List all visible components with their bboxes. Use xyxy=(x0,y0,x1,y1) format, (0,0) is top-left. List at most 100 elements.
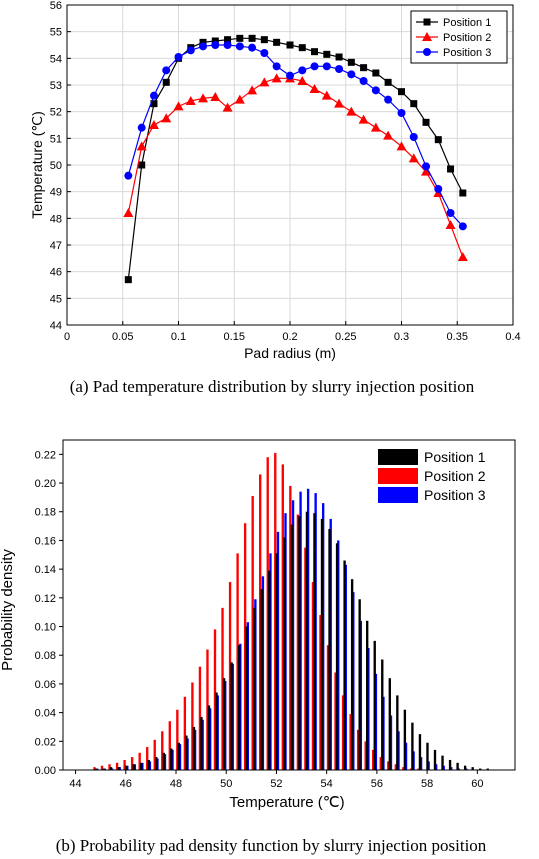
chart-b-bar xyxy=(411,722,414,770)
chart-b-bar xyxy=(115,762,119,770)
chart-b-y-tick-label: 0.02 xyxy=(35,736,56,748)
chart-a-data-point xyxy=(396,141,407,151)
chart-b-y-tick-label: 0.18 xyxy=(35,507,56,519)
chart-b-bar xyxy=(183,696,187,770)
chart-a-data-point xyxy=(346,106,357,116)
chart-b-x-tick-label: 52 xyxy=(270,778,282,790)
chart-b-bar xyxy=(366,620,369,770)
chart-b-bar xyxy=(266,457,269,770)
chart-b-probability-density: 44 46 48 50 52 54 56 58 60 0.00 0.02 0.04 0.06 0.08 0.… xyxy=(0,439,516,855)
chart-b-bar xyxy=(191,682,194,770)
chart-a-data-point xyxy=(410,100,418,108)
chart-b-bar xyxy=(290,524,294,770)
chart-a-y-tick-label: 51 xyxy=(50,133,62,145)
chart-a-data-point xyxy=(297,76,308,85)
chart-b-bar xyxy=(486,768,489,770)
chart-b-bar xyxy=(326,645,330,770)
chart-b-x-tick-label: 58 xyxy=(421,778,433,790)
chart-b-bar xyxy=(284,513,287,770)
chart-a-data-point xyxy=(271,73,282,83)
chart-a-data-point xyxy=(457,252,468,261)
chart-a-data-point xyxy=(272,62,281,71)
chart-a-legend-label: Position 2 xyxy=(443,32,491,44)
chart-a-temperature-vs-radius: 0 0.05 0.1 0.15 0.2 0.25 0.3 0.35 0.4 44 45 46 47 48 4… xyxy=(29,0,521,396)
chart-a-data-point xyxy=(173,101,184,111)
chart-b-plot-frame xyxy=(62,439,516,771)
chart-b-bar xyxy=(102,768,105,770)
chart-b-bar xyxy=(471,767,474,770)
chart-a-data-point xyxy=(124,276,132,284)
chart-b-bar xyxy=(168,721,171,770)
chart-b-y-tick-label: 0.14 xyxy=(35,564,56,576)
chart-b-bar xyxy=(283,537,286,770)
chart-b-y-tick-label: 0.08 xyxy=(35,650,56,662)
chart-a-data-point xyxy=(211,41,220,49)
chart-a-data-point xyxy=(458,222,467,231)
chart-b-bar xyxy=(153,739,156,770)
chart-b-bar xyxy=(251,495,254,770)
chart-b-bar xyxy=(206,649,209,770)
chart-a-y-tick-label: 47 xyxy=(50,240,62,252)
chart-b-bar xyxy=(397,731,400,770)
chart-a-x-axis-label: Pad radius (m) xyxy=(244,345,336,361)
chart-b-bar xyxy=(163,754,167,770)
chart-a-data-point xyxy=(234,94,245,104)
chart-b-bar xyxy=(381,659,384,770)
chart-b-x-tick-label: 48 xyxy=(170,778,182,790)
chart-a-y-axis-label: Temperature (℃) xyxy=(29,111,45,219)
chart-a-data-point xyxy=(446,209,455,217)
chart-b-y-tick-label: 0.06 xyxy=(35,679,56,691)
chart-b-bar xyxy=(243,523,247,770)
chart-a-data-point xyxy=(148,120,159,129)
chart-a-y-tick-label: 56 xyxy=(50,0,62,12)
chart-b-bar xyxy=(298,516,301,770)
chart-a-data-point xyxy=(371,86,380,95)
chart-a-x-tick-label: 0.05 xyxy=(112,331,133,343)
chart-b-bar xyxy=(364,741,367,770)
chart-b-bar xyxy=(268,570,271,770)
chart-b-legend: Position 1 Position 2 Position 3 xyxy=(378,449,486,503)
chart-b-bar xyxy=(185,735,188,770)
chart-b-bar xyxy=(418,734,422,770)
chart-a-x-tick-label: 0.4 xyxy=(505,331,520,343)
chart-a-data-point xyxy=(447,165,455,173)
chart-b-bar xyxy=(373,640,376,770)
chart-a-data-point xyxy=(298,66,307,75)
chart-a-ticks: 0 0.05 0.1 0.15 0.2 0.25 0.3 0.35 0.4 44 45 46 47 48 4… xyxy=(50,0,521,343)
chart-b-bar xyxy=(319,615,322,770)
chart-b-bar xyxy=(442,765,445,770)
chart-b-bar xyxy=(433,749,437,770)
chart-b-bar xyxy=(281,464,284,770)
chart-b-bar xyxy=(289,485,292,770)
chart-b-bar xyxy=(394,764,397,770)
chart-b-bar xyxy=(457,768,460,770)
chart-a-data-point xyxy=(384,78,392,86)
chart-b-x-tick-label: 50 xyxy=(220,778,232,790)
chart-b-x-tick-label: 46 xyxy=(120,778,132,790)
chart-a-data-point xyxy=(397,109,406,117)
chart-a-y-tick-label: 53 xyxy=(50,80,62,92)
chart-b-bar xyxy=(343,560,346,770)
chart-a-series-line xyxy=(127,77,464,258)
chart-b-bar xyxy=(329,518,332,770)
chart-b-bar xyxy=(224,681,227,770)
chart-a-data-point xyxy=(199,42,208,51)
chart-b-bar xyxy=(311,582,315,770)
chart-b-bar xyxy=(372,749,375,770)
chart-b-bar xyxy=(441,755,444,770)
chart-b-bar xyxy=(200,716,203,770)
chart-b-y-tick-label: 0.10 xyxy=(35,622,56,634)
chart-b-x-tick-label: 56 xyxy=(371,778,383,790)
chart-a-data-point xyxy=(223,41,232,49)
chart-b-bar xyxy=(124,765,128,770)
chart-a-data-point xyxy=(247,85,258,95)
chart-b-bar xyxy=(93,767,96,770)
chart-b-bar xyxy=(356,729,360,770)
chart-a-data-point xyxy=(198,93,209,103)
chart-b-bar xyxy=(259,474,262,770)
chart-b-bar xyxy=(213,629,217,770)
chart-b-bar xyxy=(132,764,135,770)
chart-a-y-tick-label: 45 xyxy=(50,293,62,305)
chart-a-legend-marker xyxy=(423,48,431,56)
